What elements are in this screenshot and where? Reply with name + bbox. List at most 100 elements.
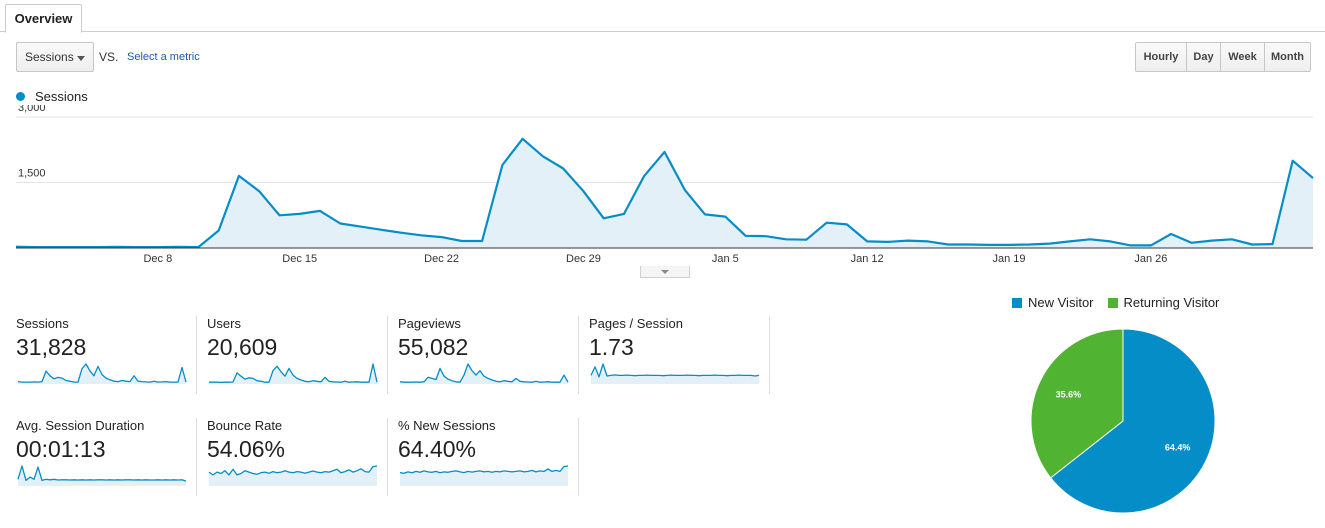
data-point[interactable] xyxy=(153,242,163,252)
pie-slice[interactable] xyxy=(1049,328,1216,514)
data-point[interactable] xyxy=(254,186,264,196)
data-point[interactable] xyxy=(396,228,406,238)
metric-card-new-sessions: % New Sessions 64.40% xyxy=(398,416,578,496)
data-point[interactable] xyxy=(558,164,568,174)
data-point[interactable] xyxy=(720,212,730,222)
data-point[interactable] xyxy=(112,242,122,252)
data-point[interactable] xyxy=(700,209,710,219)
metric-card-avg-session-duration: Avg. Session Duration 00:01:13 xyxy=(16,416,196,496)
metric-label: Sessions xyxy=(16,316,69,331)
legend-dot-icon xyxy=(16,92,25,101)
data-point[interactable] xyxy=(903,236,913,246)
legend-item-returning-visitor[interactable]: Returning Visitor xyxy=(1107,295,1219,310)
pie-legend: New Visitor Returning Visitor xyxy=(1012,295,1233,310)
data-point[interactable] xyxy=(781,234,791,244)
data-point[interactable] xyxy=(660,147,670,157)
data-point[interactable] xyxy=(214,226,224,236)
week-button[interactable]: Week xyxy=(1221,43,1265,71)
data-point[interactable] xyxy=(497,160,507,170)
x-tick-label: Jan 5 xyxy=(712,253,739,265)
select-metric-link[interactable]: Select a metric xyxy=(127,51,200,63)
divider xyxy=(578,418,579,496)
month-button[interactable]: Month xyxy=(1265,43,1310,71)
x-tick-label: Dec 8 xyxy=(143,253,172,265)
data-point[interactable] xyxy=(173,242,183,252)
data-point[interactable] xyxy=(518,134,528,144)
legend-swatch xyxy=(1012,297,1022,308)
data-point[interactable] xyxy=(356,222,366,232)
data-point[interactable] xyxy=(619,209,629,219)
data-point[interactable] xyxy=(599,213,609,223)
data-point[interactable] xyxy=(680,185,690,195)
data-point[interactable] xyxy=(193,242,203,252)
data-point[interactable] xyxy=(1126,240,1136,250)
pie-slice[interactable] xyxy=(1030,328,1124,479)
data-point[interactable] xyxy=(1308,173,1318,183)
sessions-area-chart: 3,000 1,500 Dec 8 Dec 15 Dec 22 Dec 29 Jan 5 J… xyxy=(11,105,1318,265)
data-point[interactable] xyxy=(741,231,751,241)
data-point[interactable] xyxy=(376,225,386,235)
data-point[interactable] xyxy=(801,235,811,245)
tab-overview[interactable]: Overview xyxy=(5,4,82,33)
metric-select[interactable]: Sessions xyxy=(16,42,94,72)
data-point[interactable] xyxy=(1186,238,1196,248)
metric-label: Pages / Session xyxy=(589,316,683,331)
y-tick-label: 3,000 xyxy=(18,105,46,114)
sparkline-line xyxy=(209,363,378,384)
data-point[interactable] xyxy=(842,219,852,229)
sparkline xyxy=(399,465,569,486)
sparkline xyxy=(17,465,187,486)
data-point[interactable] xyxy=(882,237,892,247)
data-point[interactable] xyxy=(295,209,305,219)
hourly-button[interactable]: Hourly xyxy=(1136,43,1187,71)
data-point[interactable] xyxy=(578,186,588,196)
data-point[interactable] xyxy=(1227,234,1237,244)
data-point[interactable] xyxy=(538,151,548,161)
data-point[interactable] xyxy=(1085,234,1095,244)
data-point[interactable] xyxy=(437,232,447,242)
sparkline xyxy=(399,363,569,384)
legend-swatch xyxy=(1107,297,1118,308)
data-point[interactable] xyxy=(416,230,426,240)
data-point[interactable] xyxy=(133,242,143,252)
sparkline-line xyxy=(590,363,760,378)
legend-item-new-visitor[interactable]: New Visitor xyxy=(1012,295,1094,310)
data-point[interactable] xyxy=(52,242,62,252)
data-point[interactable] xyxy=(457,236,467,246)
data-point[interactable] xyxy=(761,231,771,241)
sparkline xyxy=(17,363,187,384)
sparkline-line xyxy=(399,363,569,383)
data-point[interactable] xyxy=(923,236,933,246)
metric-select-label: Sessions xyxy=(25,50,74,64)
data-point[interactable] xyxy=(234,171,244,181)
sparkline-line xyxy=(399,465,569,474)
sparkline xyxy=(209,363,378,384)
data-point[interactable] xyxy=(275,210,285,220)
data-point[interactable] xyxy=(1146,240,1156,250)
data-point[interactable] xyxy=(1105,236,1115,246)
data-point[interactable] xyxy=(1288,156,1298,166)
data-point[interactable] xyxy=(862,236,872,246)
day-button[interactable]: Day xyxy=(1187,43,1221,71)
data-point[interactable] xyxy=(92,242,102,252)
data-point[interactable] xyxy=(1045,239,1055,249)
data-point[interactable] xyxy=(31,242,41,252)
data-point[interactable] xyxy=(822,218,832,228)
data-point[interactable] xyxy=(72,242,82,252)
legend-label: New Visitor xyxy=(1028,295,1094,310)
data-point[interactable] xyxy=(11,242,21,252)
pie-slice-label: 35.6% xyxy=(1056,389,1082,399)
data-point[interactable] xyxy=(1065,236,1075,246)
chart-collapse-handle[interactable] xyxy=(640,266,690,278)
metric-card-pages-per-session: Pages / Session 1.73 xyxy=(589,314,769,394)
chevron-down-icon xyxy=(77,56,85,61)
sparkline-line xyxy=(17,363,187,383)
data-point[interactable] xyxy=(1166,229,1176,239)
sparkline-fill xyxy=(18,364,186,384)
data-point[interactable] xyxy=(1207,236,1217,246)
data-point[interactable] xyxy=(639,171,649,181)
data-point[interactable] xyxy=(315,206,325,216)
visitor-pie-chart: 64.4% 35.6% xyxy=(1030,328,1216,514)
data-point[interactable] xyxy=(335,219,345,229)
data-point[interactable] xyxy=(477,236,487,246)
